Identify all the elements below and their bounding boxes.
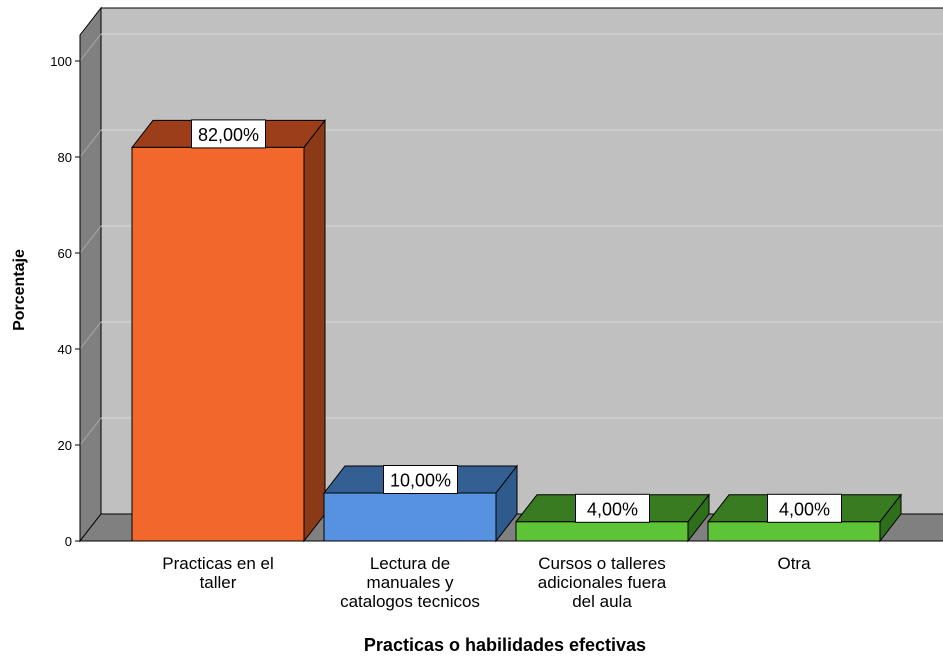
data-label: 4,00% bbox=[767, 493, 842, 523]
y-tick-label: 100 bbox=[50, 54, 72, 69]
x-tick-label-line: Practicas en el bbox=[162, 554, 274, 573]
bar-side bbox=[303, 118, 326, 543]
x-tick-label: Lectura de manuales y catalogos tecnicos bbox=[340, 554, 480, 611]
x-tick-label-line: adicionales fuera bbox=[538, 573, 667, 592]
x-tick-label-line: manuales y bbox=[367, 573, 454, 592]
x-axis-title: Practicas o habilidades efectivas bbox=[364, 635, 646, 655]
x-tick-label-line: Lectura de bbox=[370, 554, 450, 573]
gridline-side bbox=[79, 33, 102, 62]
bar bbox=[130, 118, 327, 543]
x-tick-label: Otra bbox=[777, 554, 811, 573]
x-tick-label-line: taller bbox=[200, 573, 237, 592]
bar-front bbox=[131, 146, 305, 542]
data-label: 10,00% bbox=[383, 465, 458, 494]
x-axis: Practicas en el taller Lectura de manuales … bbox=[162, 554, 811, 611]
data-label-box bbox=[383, 465, 458, 494]
side-wall bbox=[79, 6, 102, 543]
y-axis: 0 20 40 60 80 100 bbox=[50, 39, 81, 549]
data-label-text: 82,00% bbox=[198, 125, 259, 145]
x-tick-label-line: del aula bbox=[572, 592, 632, 611]
data-label-text: 4,00% bbox=[779, 499, 830, 519]
data-labels: 82,00% 10,00% 4,00% 4,00% bbox=[191, 119, 842, 523]
gridline-side bbox=[79, 321, 102, 350]
x-tick-label-line: Otra bbox=[777, 554, 811, 573]
y-tick-label: 0 bbox=[65, 534, 72, 549]
data-label: 4,00% bbox=[575, 493, 650, 523]
bar-front bbox=[323, 492, 497, 542]
gridline-side bbox=[79, 129, 102, 158]
gridline-side bbox=[79, 417, 102, 446]
data-label-text: 10,00% bbox=[390, 471, 451, 491]
bar bbox=[322, 464, 519, 543]
x-tick-label: Practicas en el taller bbox=[162, 554, 274, 592]
x-tick-label-line: catalogos tecnicos bbox=[340, 592, 480, 611]
x-tick-label-line: Cursos o talleres bbox=[538, 554, 666, 573]
y-tick-label: 80 bbox=[58, 150, 72, 165]
data-label-box bbox=[191, 119, 266, 149]
data-label-box bbox=[575, 493, 650, 523]
x-tick-label: Cursos o talleres adicionales fuera del au… bbox=[538, 554, 667, 611]
y-tick-label: 20 bbox=[58, 438, 72, 453]
data-label-box bbox=[767, 493, 842, 523]
y-tick-label: 60 bbox=[58, 246, 72, 261]
gridline-side bbox=[79, 225, 102, 254]
data-label: 82,00% bbox=[191, 119, 266, 149]
bar-front bbox=[707, 521, 881, 542]
y-tick-label: 40 bbox=[58, 342, 72, 357]
bar-front bbox=[515, 521, 689, 542]
y-axis-title: Porcentaje bbox=[11, 249, 28, 331]
data-label-text: 4,00% bbox=[587, 499, 638, 519]
